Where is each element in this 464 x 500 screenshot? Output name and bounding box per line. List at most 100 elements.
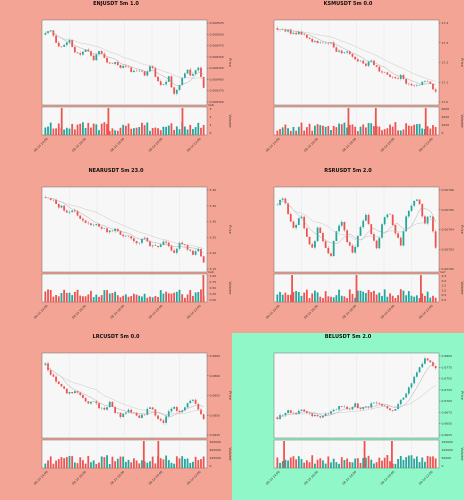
candle-body [399,237,402,246]
candle-body [98,403,100,409]
candle-body [354,403,357,407]
volume-bar [47,289,49,302]
volume-bar [181,294,184,302]
candle-body [151,407,154,410]
volume-bar [103,457,106,468]
price-tick-label: 0.00764 [442,228,454,232]
volume-tick-label: 100000 [442,448,454,452]
candle-body [332,409,335,412]
volume-bar [141,122,143,135]
candle-body [202,256,205,263]
candle-body [338,225,340,232]
moving-average-line [45,197,204,249]
candle-body [87,49,90,52]
date-tick-label: 08-14 22:00 [186,137,202,153]
candle-body [324,241,327,248]
price-tick-label: 0.008400 [210,77,224,81]
candle-body [194,251,197,255]
volume-bar [146,462,149,468]
volume-bar [197,292,200,302]
panel-svg: ENJUSDT 5m 1.0 0.008525 0.008500 0.008475 0.… [33,1,232,153]
candle-body [426,216,429,224]
volume-bar [386,128,389,135]
volume-bar [295,459,298,468]
candle-body [424,81,426,82]
candle-body [295,32,298,35]
volume-exponent: 1e7 [440,270,446,274]
volume-bar [391,126,394,135]
candle-body [346,406,349,410]
date-tick-label: 08-14 14:00 [33,470,49,486]
candle-body [122,234,125,237]
panel-ksmusdt: KSMUSDT 5m 0.0 17.4 17.3 17.2 17.1 17.0 Price 6… [232,0,464,167]
candle-body [305,34,308,38]
volume-bar [90,127,92,135]
volume-bar [362,291,365,302]
volume-bar [57,296,60,302]
candle-body [332,42,335,48]
volume-bar [399,455,402,468]
panel-svg: RSRUSDT 5m 2.0 0.00766 0.00765 0.00764 0.007… [265,168,464,320]
volume-bar [415,295,418,302]
volume-bar [71,123,74,135]
volume-tick-label: 1.0 [442,288,447,292]
candle-body [316,227,319,242]
volume-bar [141,296,143,302]
volume-bar [154,295,157,302]
candle-body [375,402,378,404]
candle-body [418,199,421,205]
volume-bar [55,128,57,135]
volume-bar [373,290,375,302]
volume-bar [122,295,125,302]
volume-bar [276,457,279,468]
candle-body [284,413,287,416]
volume-bar [138,463,141,468]
candle-body [186,69,189,74]
volume-bar [284,124,287,135]
candle-body [170,246,173,251]
candle-body [55,376,57,382]
candle-body [111,401,114,407]
moving-average-line [277,29,436,82]
candle-body [434,231,437,248]
candle-body [55,199,57,204]
volume-bar [413,124,416,135]
candle-body [370,60,373,62]
candle-body [418,367,421,373]
volume-bar [308,298,311,302]
candle-body [276,28,279,30]
volume-bar [49,289,52,302]
volume-bar [108,293,111,302]
candle-body [119,412,122,417]
price-tick-label: 3.20 [210,251,217,255]
price-tick-label: 0.0860 [210,374,221,378]
volume-bar [95,124,98,135]
volume-bar [324,126,327,135]
chart-title: RSRUSDT 5m 2.0 [324,168,372,174]
candle-body [418,84,421,86]
volume-tick-label: 50000 [442,456,452,460]
candle-body [175,89,178,94]
candle-body [386,406,389,409]
price-tick-label: 17.4 [442,21,449,25]
volume-bar [135,294,138,302]
volume-bar [146,122,149,135]
candle-body [186,403,189,408]
volume-bar [173,129,176,135]
candle-body [114,62,117,64]
candle-body [79,53,82,55]
volume-tick-label: 0.75 [210,280,217,284]
price-tick-label: 0.0845 [210,433,221,437]
candle-body [359,60,362,62]
volume-bar [367,455,370,468]
candle-body [192,250,194,255]
volume-tick-label: 1.00 [210,274,217,278]
candle-body [63,205,66,211]
volume-bar [424,295,426,302]
candle-body [159,418,162,421]
volume-bar [151,127,154,135]
volume-bar [151,297,154,302]
volume-bar [111,128,114,135]
candle-body [173,406,176,409]
candle-body [189,400,192,404]
